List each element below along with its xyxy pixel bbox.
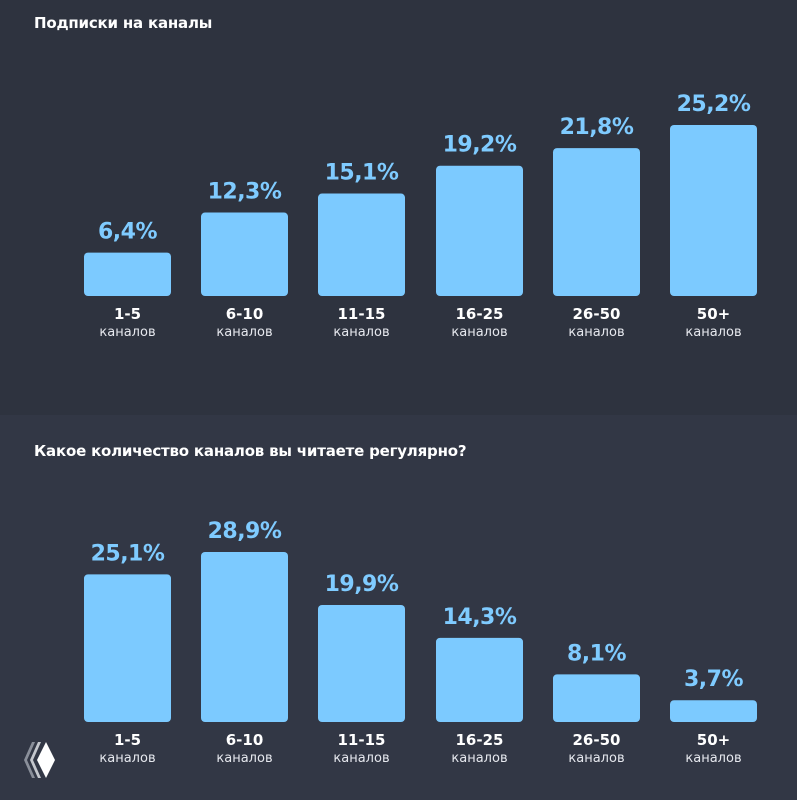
category-unit-label: каналов (451, 751, 507, 766)
data-label: 21,8% (560, 115, 634, 140)
category-unit-label: каналов (451, 325, 507, 340)
category-label: 26-50 (573, 305, 621, 323)
layered-diamond-logo-icon (24, 742, 55, 778)
data-label: 25,1% (91, 541, 165, 566)
chart-title: Какое количество каналов вы читаете регу… (34, 442, 467, 460)
category-unit-label: каналов (216, 751, 272, 766)
bar (670, 125, 757, 296)
bar (318, 604, 405, 722)
bar (436, 637, 523, 722)
category-unit-label: каналов (99, 325, 155, 340)
data-label: 12,3% (208, 180, 282, 205)
category-label: 1-5 (114, 305, 141, 323)
category-label: 26-50 (573, 731, 621, 749)
data-label: 14,3% (443, 605, 517, 630)
category-label: 11-15 (338, 731, 386, 749)
bar (84, 574, 171, 722)
category-unit-label: каналов (216, 325, 272, 340)
data-label: 28,9% (208, 519, 282, 544)
bar (553, 148, 640, 296)
bar (553, 674, 640, 722)
data-label: 19,2% (443, 133, 517, 158)
category-label: 6-10 (226, 731, 264, 749)
bar (318, 193, 405, 296)
data-label: 25,2% (677, 92, 751, 117)
data-label: 8,1% (567, 641, 626, 666)
category-label: 6-10 (226, 305, 264, 323)
category-unit-label: каналов (99, 751, 155, 766)
category-unit-label: каналов (568, 751, 624, 766)
data-label: 15,1% (325, 161, 399, 186)
category-unit-label: каналов (685, 751, 741, 766)
category-label: 11-15 (338, 305, 386, 323)
bar (670, 700, 757, 722)
data-label: 19,9% (325, 572, 399, 597)
bar (201, 212, 288, 296)
bar (436, 165, 523, 296)
data-label: 3,7% (684, 667, 743, 692)
category-label: 50+ (697, 731, 730, 749)
category-label: 16-25 (456, 305, 504, 323)
bar (201, 552, 288, 722)
category-unit-label: каналов (333, 325, 389, 340)
category-label: 50+ (697, 305, 730, 323)
category-label: 1-5 (114, 731, 141, 749)
chart-title: Подписки на каналы (34, 14, 213, 32)
category-unit-label: каналов (568, 325, 624, 340)
category-label: 16-25 (456, 731, 504, 749)
data-label: 6,4% (98, 220, 157, 245)
bar (84, 252, 171, 296)
category-unit-label: каналов (685, 325, 741, 340)
category-unit-label: каналов (333, 751, 389, 766)
